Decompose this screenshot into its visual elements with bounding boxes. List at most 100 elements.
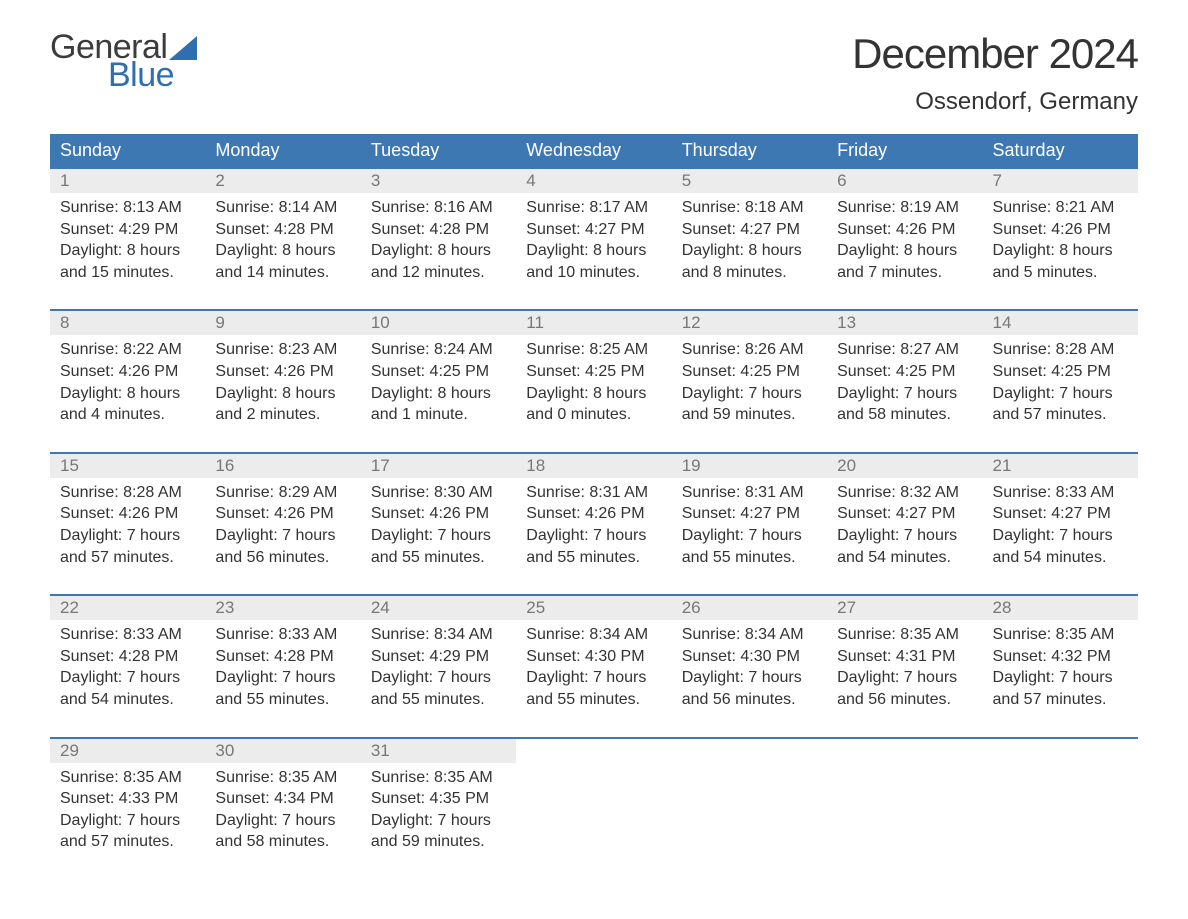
- day-number: 9: [205, 311, 360, 335]
- day-sunset: Sunset: 4:26 PM: [371, 503, 506, 525]
- day-dl1: Daylight: 8 hours: [60, 383, 195, 405]
- calendar-cell: 24Sunrise: 8:34 AMSunset: 4:29 PMDayligh…: [361, 595, 516, 737]
- day-sunset: Sunset: 4:28 PM: [215, 219, 350, 241]
- calendar-week-row: 15Sunrise: 8:28 AMSunset: 4:26 PMDayligh…: [50, 453, 1138, 595]
- weekday-header: Sunday: [50, 134, 205, 168]
- day-sunset: Sunset: 4:29 PM: [371, 646, 506, 668]
- day-details: Sunrise: 8:21 AMSunset: 4:26 PMDaylight:…: [993, 197, 1128, 283]
- day-dl2: and 54 minutes.: [837, 547, 972, 569]
- brand-word-2: Blue: [108, 58, 199, 92]
- day-sunrise: Sunrise: 8:30 AM: [371, 482, 506, 504]
- day-dl2: and 58 minutes.: [837, 404, 972, 426]
- day-sunrise: Sunrise: 8:35 AM: [60, 767, 195, 789]
- day-sunrise: Sunrise: 8:23 AM: [215, 339, 350, 361]
- calendar-cell-empty: [983, 738, 1138, 879]
- calendar-cell: 8Sunrise: 8:22 AMSunset: 4:26 PMDaylight…: [50, 310, 205, 452]
- day-sunrise: Sunrise: 8:33 AM: [60, 624, 195, 646]
- day-dl1: Daylight: 7 hours: [60, 525, 195, 547]
- day-sunrise: Sunrise: 8:26 AM: [682, 339, 817, 361]
- day-sunrise: Sunrise: 8:24 AM: [371, 339, 506, 361]
- day-sunrise: Sunrise: 8:34 AM: [526, 624, 661, 646]
- day-number: 25: [516, 596, 671, 620]
- calendar-cell: 19Sunrise: 8:31 AMSunset: 4:27 PMDayligh…: [672, 453, 827, 595]
- day-details: Sunrise: 8:33 AMSunset: 4:28 PMDaylight:…: [60, 624, 195, 710]
- day-sunset: Sunset: 4:26 PM: [526, 503, 661, 525]
- calendar-cell: 26Sunrise: 8:34 AMSunset: 4:30 PMDayligh…: [672, 595, 827, 737]
- day-number: 17: [361, 454, 516, 478]
- calendar-cell: 22Sunrise: 8:33 AMSunset: 4:28 PMDayligh…: [50, 595, 205, 737]
- day-dl1: Daylight: 8 hours: [993, 240, 1128, 262]
- weekday-header: Friday: [827, 134, 982, 168]
- day-dl1: Daylight: 7 hours: [837, 383, 972, 405]
- day-sunrise: Sunrise: 8:21 AM: [993, 197, 1128, 219]
- calendar-cell: 1Sunrise: 8:13 AMSunset: 4:29 PMDaylight…: [50, 168, 205, 310]
- day-sunset: Sunset: 4:30 PM: [682, 646, 817, 668]
- day-sunrise: Sunrise: 8:35 AM: [215, 767, 350, 789]
- day-dl1: Daylight: 7 hours: [371, 810, 506, 832]
- day-sunrise: Sunrise: 8:28 AM: [60, 482, 195, 504]
- day-details: Sunrise: 8:13 AMSunset: 4:29 PMDaylight:…: [60, 197, 195, 283]
- day-details: Sunrise: 8:18 AMSunset: 4:27 PMDaylight:…: [682, 197, 817, 283]
- calendar-cell: 12Sunrise: 8:26 AMSunset: 4:25 PMDayligh…: [672, 310, 827, 452]
- calendar-cell: 23Sunrise: 8:33 AMSunset: 4:28 PMDayligh…: [205, 595, 360, 737]
- day-dl1: Daylight: 8 hours: [682, 240, 817, 262]
- calendar-cell: 10Sunrise: 8:24 AMSunset: 4:25 PMDayligh…: [361, 310, 516, 452]
- calendar-cell: 7Sunrise: 8:21 AMSunset: 4:26 PMDaylight…: [983, 168, 1138, 310]
- day-dl1: Daylight: 7 hours: [993, 383, 1128, 405]
- day-dl2: and 15 minutes.: [60, 262, 195, 284]
- day-details: Sunrise: 8:24 AMSunset: 4:25 PMDaylight:…: [371, 339, 506, 425]
- day-dl1: Daylight: 7 hours: [215, 810, 350, 832]
- day-sunset: Sunset: 4:28 PM: [215, 646, 350, 668]
- day-number: 27: [827, 596, 982, 620]
- day-dl1: Daylight: 7 hours: [682, 383, 817, 405]
- day-details: Sunrise: 8:28 AMSunset: 4:25 PMDaylight:…: [993, 339, 1128, 425]
- day-dl1: Daylight: 7 hours: [371, 525, 506, 547]
- day-dl1: Daylight: 7 hours: [993, 525, 1128, 547]
- day-sunrise: Sunrise: 8:18 AM: [682, 197, 817, 219]
- day-number: 28: [983, 596, 1138, 620]
- day-sunrise: Sunrise: 8:14 AM: [215, 197, 350, 219]
- day-dl2: and 14 minutes.: [215, 262, 350, 284]
- location-label: Ossendorf, Germany: [852, 88, 1138, 116]
- day-details: Sunrise: 8:35 AMSunset: 4:31 PMDaylight:…: [837, 624, 972, 710]
- calendar-cell: 6Sunrise: 8:19 AMSunset: 4:26 PMDaylight…: [827, 168, 982, 310]
- day-details: Sunrise: 8:33 AMSunset: 4:27 PMDaylight:…: [993, 482, 1128, 568]
- day-sunrise: Sunrise: 8:16 AM: [371, 197, 506, 219]
- day-sunset: Sunset: 4:26 PM: [993, 219, 1128, 241]
- day-sunset: Sunset: 4:26 PM: [60, 503, 195, 525]
- day-details: Sunrise: 8:35 AMSunset: 4:32 PMDaylight:…: [993, 624, 1128, 710]
- day-dl2: and 5 minutes.: [993, 262, 1128, 284]
- day-number: 2: [205, 169, 360, 193]
- day-sunset: Sunset: 4:26 PM: [215, 503, 350, 525]
- day-dl2: and 10 minutes.: [526, 262, 661, 284]
- day-dl1: Daylight: 8 hours: [215, 383, 350, 405]
- day-details: Sunrise: 8:31 AMSunset: 4:26 PMDaylight:…: [526, 482, 661, 568]
- weekday-header: Thursday: [672, 134, 827, 168]
- day-sunrise: Sunrise: 8:31 AM: [682, 482, 817, 504]
- day-details: Sunrise: 8:19 AMSunset: 4:26 PMDaylight:…: [837, 197, 972, 283]
- day-dl1: Daylight: 7 hours: [682, 525, 817, 547]
- day-sunset: Sunset: 4:28 PM: [60, 646, 195, 668]
- day-dl1: Daylight: 8 hours: [526, 383, 661, 405]
- day-details: Sunrise: 8:35 AMSunset: 4:33 PMDaylight:…: [60, 767, 195, 853]
- calendar-cell: 11Sunrise: 8:25 AMSunset: 4:25 PMDayligh…: [516, 310, 671, 452]
- day-dl2: and 7 minutes.: [837, 262, 972, 284]
- title-block: December 2024 Ossendorf, Germany: [852, 30, 1138, 116]
- day-sunset: Sunset: 4:26 PM: [60, 361, 195, 383]
- day-dl2: and 55 minutes.: [682, 547, 817, 569]
- day-dl1: Daylight: 7 hours: [215, 667, 350, 689]
- day-dl1: Daylight: 7 hours: [371, 667, 506, 689]
- day-number: 3: [361, 169, 516, 193]
- day-sunrise: Sunrise: 8:17 AM: [526, 197, 661, 219]
- day-details: Sunrise: 8:17 AMSunset: 4:27 PMDaylight:…: [526, 197, 661, 283]
- day-sunrise: Sunrise: 8:33 AM: [215, 624, 350, 646]
- day-number: 15: [50, 454, 205, 478]
- day-sunset: Sunset: 4:27 PM: [526, 219, 661, 241]
- day-sunrise: Sunrise: 8:28 AM: [993, 339, 1128, 361]
- calendar-cell-empty: [672, 738, 827, 879]
- day-sunrise: Sunrise: 8:33 AM: [993, 482, 1128, 504]
- day-sunrise: Sunrise: 8:19 AM: [837, 197, 972, 219]
- day-details: Sunrise: 8:25 AMSunset: 4:25 PMDaylight:…: [526, 339, 661, 425]
- day-sunrise: Sunrise: 8:34 AM: [682, 624, 817, 646]
- day-details: Sunrise: 8:35 AMSunset: 4:34 PMDaylight:…: [215, 767, 350, 853]
